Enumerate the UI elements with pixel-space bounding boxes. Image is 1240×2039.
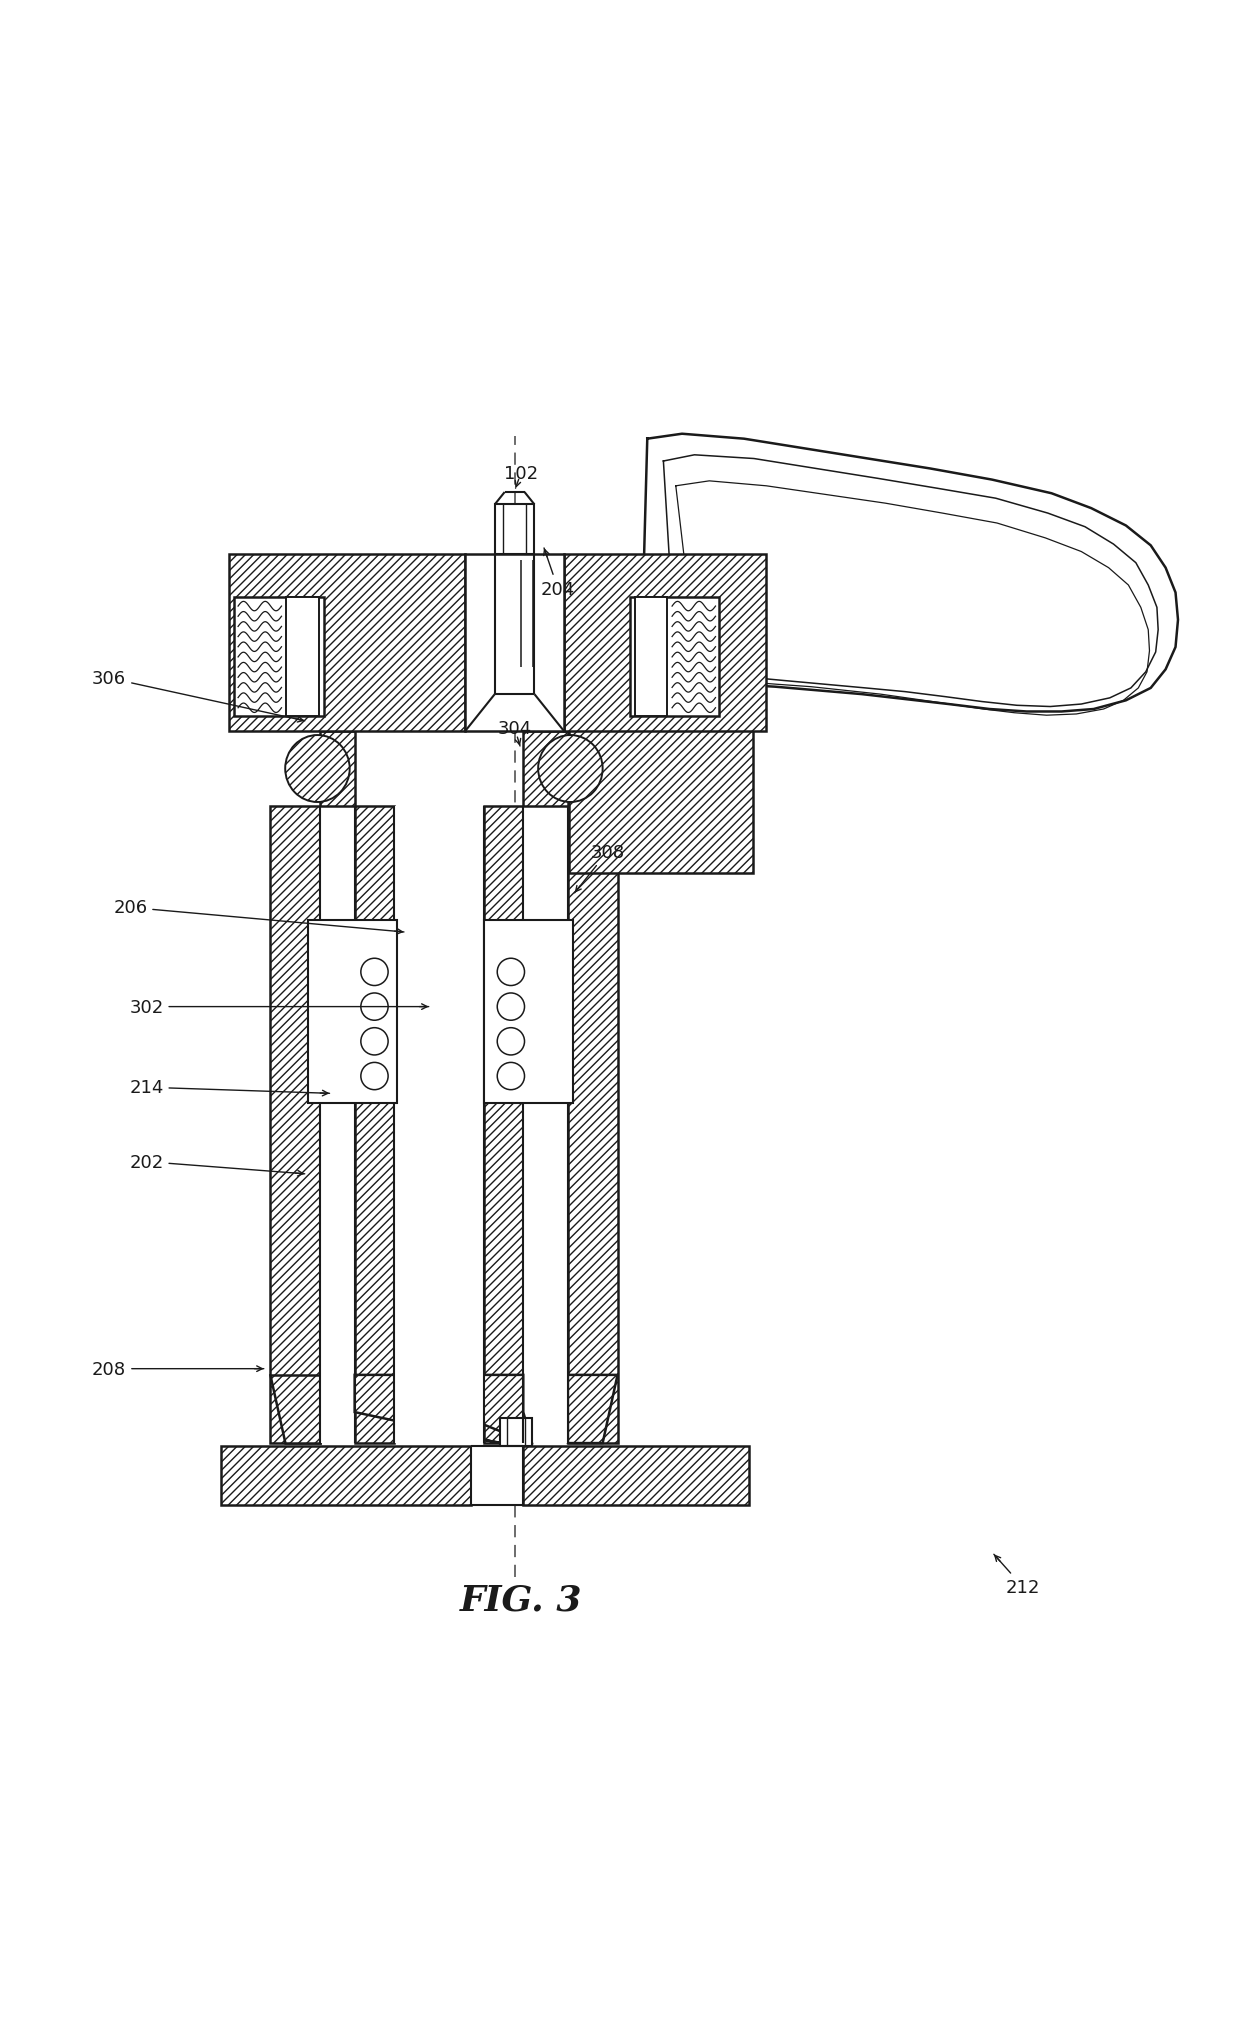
Ellipse shape xyxy=(285,736,350,803)
Bar xyxy=(564,555,766,732)
Text: 202: 202 xyxy=(129,1152,305,1174)
Circle shape xyxy=(361,1062,388,1091)
Bar xyxy=(229,555,465,732)
Circle shape xyxy=(497,1062,525,1091)
Text: 306: 306 xyxy=(92,669,305,722)
Polygon shape xyxy=(270,1374,320,1444)
Circle shape xyxy=(361,993,388,1022)
Circle shape xyxy=(497,958,525,987)
Text: 304: 304 xyxy=(497,720,532,746)
Circle shape xyxy=(361,1028,388,1056)
Bar xyxy=(523,1446,749,1505)
Bar xyxy=(630,597,719,718)
Text: 214: 214 xyxy=(129,1079,330,1097)
Polygon shape xyxy=(523,732,568,805)
Text: FIG. 3: FIG. 3 xyxy=(460,1582,582,1617)
Bar xyxy=(221,1446,471,1505)
Text: 208: 208 xyxy=(92,1360,264,1378)
Bar xyxy=(523,805,568,1444)
Bar xyxy=(320,805,355,1444)
Text: 102: 102 xyxy=(503,465,538,489)
Text: 212: 212 xyxy=(993,1554,1040,1597)
Bar xyxy=(500,1419,532,1446)
Ellipse shape xyxy=(538,736,603,803)
Text: 302: 302 xyxy=(129,999,429,1015)
Bar xyxy=(591,634,753,693)
Bar xyxy=(286,597,319,718)
Polygon shape xyxy=(568,1374,618,1444)
Text: 308: 308 xyxy=(574,844,625,893)
Bar xyxy=(471,1446,523,1505)
Bar xyxy=(234,597,324,718)
Polygon shape xyxy=(484,1374,532,1444)
Bar xyxy=(355,805,394,1444)
Polygon shape xyxy=(642,434,1178,712)
Bar xyxy=(308,920,397,1103)
Circle shape xyxy=(497,1028,525,1056)
Polygon shape xyxy=(320,732,355,805)
Bar xyxy=(465,555,564,732)
Bar xyxy=(568,805,618,1444)
Polygon shape xyxy=(355,1374,502,1444)
Bar xyxy=(635,597,667,718)
Text: 204: 204 xyxy=(541,548,575,597)
Bar xyxy=(484,805,523,1444)
Bar xyxy=(270,805,320,1444)
Circle shape xyxy=(497,993,525,1022)
Circle shape xyxy=(361,958,388,987)
Bar xyxy=(495,506,534,555)
Bar xyxy=(394,805,484,1444)
Bar xyxy=(569,693,753,873)
Text: 206: 206 xyxy=(113,899,404,932)
Bar xyxy=(484,920,573,1103)
